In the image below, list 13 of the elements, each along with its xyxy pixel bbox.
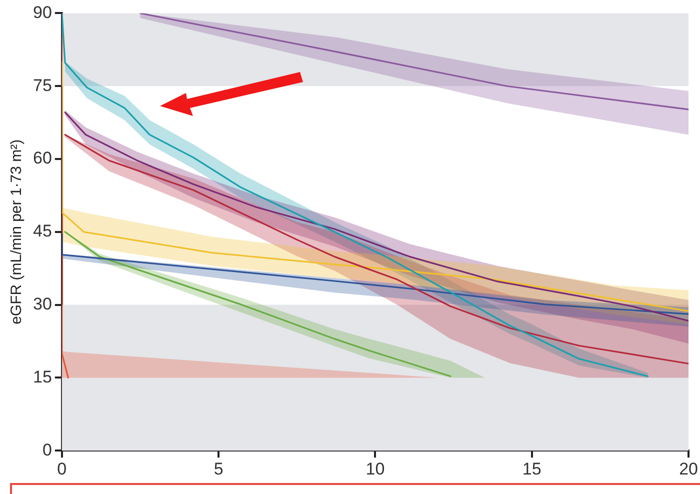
y-tick-label: 60 bbox=[32, 148, 52, 168]
x-tick-label: 15 bbox=[522, 459, 542, 478]
y-axis-title: eGFR (mL/min per 1·73 m²) bbox=[8, 139, 26, 324]
y-tick-label: 0 bbox=[42, 440, 52, 460]
y-tick-label: 90 bbox=[32, 2, 52, 22]
x-tick-label: 5 bbox=[214, 459, 224, 478]
x-tick-label: 20 bbox=[679, 459, 698, 478]
x-tick-label: 10 bbox=[366, 459, 385, 478]
y-tick-label: 45 bbox=[32, 222, 52, 241]
y-tick-label: 30 bbox=[32, 294, 52, 314]
x-tick-label: 0 bbox=[57, 459, 67, 478]
y-tick-label: 75 bbox=[32, 76, 52, 95]
y-tick-label: 15 bbox=[32, 367, 52, 386]
